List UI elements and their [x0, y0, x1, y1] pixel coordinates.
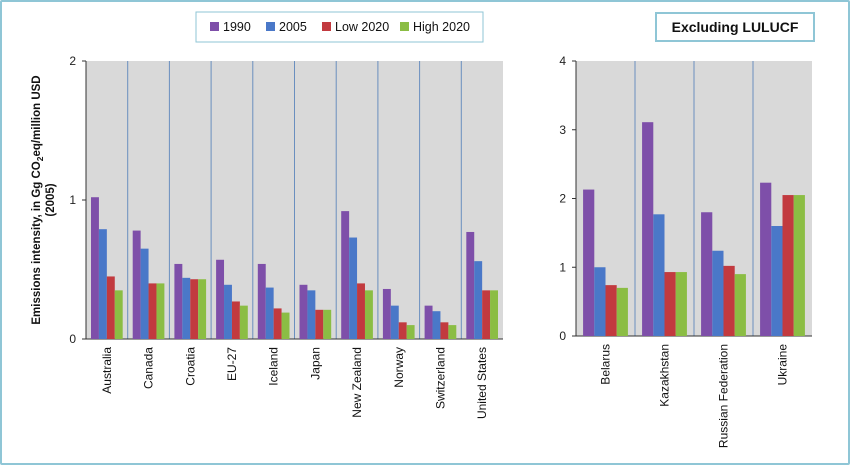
x-tick-label-ukraine: Ukraine [776, 344, 790, 386]
bar-iceland-high-2020 [281, 312, 290, 339]
y-tick-label-0: 0 [69, 332, 76, 346]
bar-norway-high-2020 [406, 325, 415, 339]
legend-label-low-2020: Low 2020 [335, 20, 389, 34]
bar-switzerland-2005 [432, 311, 441, 339]
bar-norway-2005 [390, 305, 399, 339]
bar-belarus-high-2020 [616, 287, 628, 336]
y-axis-label-line2: (2005) [45, 183, 57, 216]
bar-belarus-low-2020 [605, 285, 617, 336]
x-tick-label-kazakhstan: Kazakhstan [658, 344, 672, 407]
y-tick-label-2: 2 [559, 192, 566, 206]
bar-croatia-high-2020 [198, 279, 207, 339]
right-chart-title: Excluding LULUCF [655, 12, 815, 42]
legend-swatch-low-2020 [322, 22, 331, 31]
bar-japan-1990 [299, 284, 308, 339]
x-tick-label-russian-federation: Russian Federation [717, 344, 731, 448]
bar-eu-27-high-2020 [239, 305, 248, 339]
bar-switzerland-1990 [424, 305, 433, 339]
legend-label-high-2020: High 2020 [413, 20, 470, 34]
legend-label-2005: 2005 [279, 20, 307, 34]
bar-croatia-low-2020 [190, 279, 199, 339]
y-axis-label-line1: Emissions intensity, in Gg CO2eq/million… [31, 75, 45, 324]
bar-ukraine-high-2020 [793, 195, 805, 336]
y-tick-label-0: 0 [559, 329, 566, 343]
bar-kazakhstan-1990 [642, 122, 654, 336]
x-tick-label-iceland: Iceland [267, 347, 281, 386]
bar-ukraine-low-2020 [782, 195, 794, 336]
bar-kazakhstan-low-2020 [664, 272, 676, 336]
bar-new-zealand-1990 [341, 211, 350, 339]
x-tick-label-canada: Canada [142, 347, 156, 389]
bar-australia-1990 [91, 197, 99, 339]
left-plot: 0 1 2 Australia Canada Croatia EU-27 Iceland Jap… [69, 54, 503, 419]
y-tick-label-3: 3 [559, 123, 566, 137]
bar-norway-1990 [382, 288, 391, 339]
x-tick-label-norway: Norway [392, 347, 406, 388]
legend-swatch-1990 [210, 22, 219, 31]
bar-kazakhstan-2005 [653, 214, 665, 336]
bar-russian-federation-low-2020 [723, 265, 735, 336]
bar-japan-low-2020 [315, 309, 324, 339]
bar-croatia-2005 [182, 277, 191, 339]
bar-belarus-1990 [583, 189, 595, 336]
legend-box [195, 11, 484, 43]
y-tick-label-2: 2 [69, 54, 76, 68]
bar-ukraine-2005 [771, 226, 783, 336]
bar-united-states-2005 [474, 261, 483, 339]
legend-swatch-2005 [266, 22, 275, 31]
bar-belarus-2005 [594, 267, 606, 336]
x-tick-label-japan: Japan [308, 347, 322, 380]
bar-eu-27-1990 [216, 259, 225, 339]
bar-canada-1990 [132, 230, 141, 339]
right-title-box [655, 12, 815, 42]
bar-canada-high-2020 [156, 283, 165, 339]
x-tick-label-switzerland: Switzerland [433, 347, 447, 409]
bar-iceland-2005 [265, 287, 274, 339]
bar-russian-federation-high-2020 [734, 274, 746, 336]
bar-switzerland-high-2020 [448, 325, 457, 339]
bar-eu-27-low-2020 [231, 301, 240, 339]
x-tick-label-australia: Australia [100, 347, 114, 394]
x-tick-label-united-states: United States [475, 347, 489, 419]
bar-canada-2005 [140, 248, 149, 339]
bar-new-zealand-2005 [349, 237, 358, 339]
left-y-axis-label: Emissions intensity, in Gg CO2eq/million… [31, 75, 57, 324]
bar-australia-2005 [98, 229, 107, 339]
right-plot: 0 1 2 3 4 Belarus Kazakhstan Russian Federation… [559, 54, 812, 448]
bar-eu-27-2005 [224, 284, 232, 339]
legend: 1990 2005 Low 2020 High 2020 [195, 11, 484, 43]
legend-label-1990: 1990 [223, 20, 251, 34]
bar-russian-federation-1990 [701, 212, 713, 336]
bar-united-states-low-2020 [482, 290, 491, 339]
y-tick-label-1: 1 [559, 260, 566, 274]
bar-iceland-1990 [257, 263, 266, 339]
y-tick-label-4: 4 [559, 54, 566, 68]
bar-russian-federation-2005 [712, 250, 724, 336]
bar-australia-high-2020 [114, 290, 123, 339]
bar-norway-low-2020 [398, 322, 407, 339]
bar-japan-2005 [307, 290, 316, 339]
x-tick-label-belarus: Belarus [599, 344, 613, 385]
bar-japan-high-2020 [323, 309, 332, 339]
bar-kazakhstan-high-2020 [675, 272, 687, 336]
x-tick-label-eu-27: EU-27 [225, 347, 239, 381]
bar-canada-low-2020 [148, 283, 157, 339]
y-tick-label-1: 1 [69, 193, 76, 207]
x-tick-label-new-zealand: New Zealand [350, 347, 364, 418]
bar-australia-low-2020 [106, 276, 115, 339]
bar-switzerland-low-2020 [440, 322, 449, 339]
bar-croatia-1990 [174, 263, 183, 339]
bar-new-zealand-high-2020 [364, 290, 373, 339]
bar-new-zealand-low-2020 [357, 283, 365, 339]
x-tick-label-croatia: Croatia [183, 347, 197, 386]
right-title-text: Excluding LULUCF [672, 19, 799, 35]
bar-ukraine-1990 [760, 182, 772, 336]
bar-iceland-low-2020 [273, 308, 282, 339]
bar-united-states-high-2020 [490, 290, 498, 339]
legend-swatch-high-2020 [400, 22, 409, 31]
bar-united-states-1990 [466, 231, 475, 339]
